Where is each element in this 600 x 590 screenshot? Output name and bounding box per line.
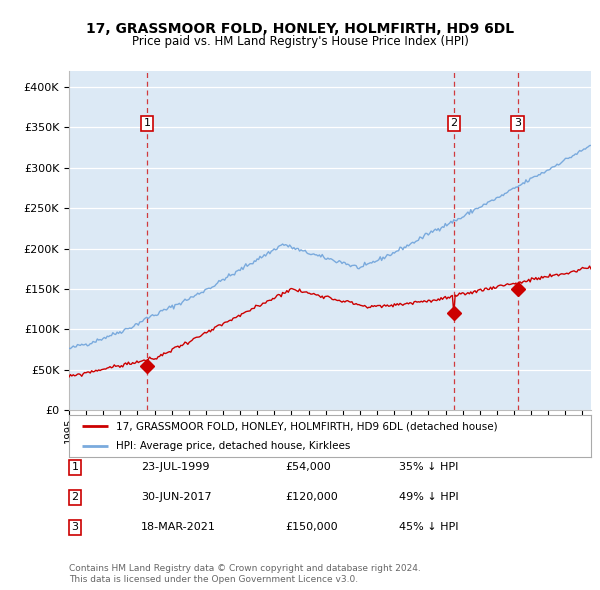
Text: 1: 1 <box>71 463 79 472</box>
Text: 49% ↓ HPI: 49% ↓ HPI <box>399 493 458 502</box>
Text: 45% ↓ HPI: 45% ↓ HPI <box>399 523 458 532</box>
Text: 2: 2 <box>71 493 79 502</box>
Text: 3: 3 <box>514 119 521 128</box>
Text: 1: 1 <box>143 119 151 128</box>
Text: 2: 2 <box>451 119 458 128</box>
Text: £120,000: £120,000 <box>285 493 338 502</box>
Text: 18-MAR-2021: 18-MAR-2021 <box>141 523 216 532</box>
Text: 23-JUL-1999: 23-JUL-1999 <box>141 463 209 472</box>
Text: HPI: Average price, detached house, Kirklees: HPI: Average price, detached house, Kirk… <box>116 441 350 451</box>
Text: Contains HM Land Registry data © Crown copyright and database right 2024.: Contains HM Land Registry data © Crown c… <box>69 565 421 573</box>
Text: £54,000: £54,000 <box>285 463 331 472</box>
Text: 3: 3 <box>71 523 79 532</box>
Text: Price paid vs. HM Land Registry's House Price Index (HPI): Price paid vs. HM Land Registry's House … <box>131 35 469 48</box>
Text: 17, GRASSMOOR FOLD, HONLEY, HOLMFIRTH, HD9 6DL: 17, GRASSMOOR FOLD, HONLEY, HOLMFIRTH, H… <box>86 22 514 37</box>
Text: £150,000: £150,000 <box>285 523 338 532</box>
Text: 35% ↓ HPI: 35% ↓ HPI <box>399 463 458 472</box>
Text: 30-JUN-2017: 30-JUN-2017 <box>141 493 212 502</box>
Text: 17, GRASSMOOR FOLD, HONLEY, HOLMFIRTH, HD9 6DL (detached house): 17, GRASSMOOR FOLD, HONLEY, HOLMFIRTH, H… <box>116 421 497 431</box>
Text: This data is licensed under the Open Government Licence v3.0.: This data is licensed under the Open Gov… <box>69 575 358 584</box>
